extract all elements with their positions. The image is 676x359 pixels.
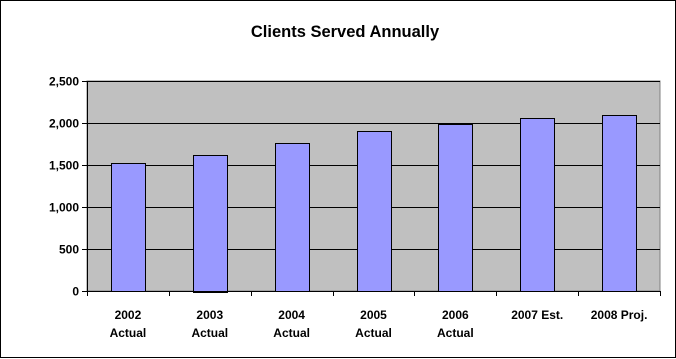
axes [82, 81, 661, 296]
x-tick-label: 2003 Actual [191, 308, 228, 340]
bar [275, 143, 310, 292]
chart-title: Clients Served Annually [251, 23, 440, 41]
x-tick-label-line: 2004 [278, 308, 305, 322]
x-tick-label-line: Actual [437, 326, 474, 340]
bars [111, 115, 637, 293]
x-tick-label-line: 2005 [360, 308, 387, 322]
x-tick-label-line: 2006 [442, 308, 469, 322]
y-tick-label: 1,000 [49, 201, 79, 215]
bar [602, 115, 637, 292]
y-tick-label: 500 [59, 243, 79, 257]
x-tick-label: 2007 Est. [511, 308, 563, 322]
x-tick-label: 2008 Proj. [591, 308, 648, 322]
bar [111, 163, 146, 292]
x-tick-label: 2004 Actual [273, 308, 310, 340]
x-tick-label-line: 2003 [196, 308, 223, 322]
x-tick-label-line: Actual [110, 326, 147, 340]
bar [357, 131, 392, 292]
x-tick-label-line: 2007 Est. [511, 308, 563, 322]
x-tick-label-line: Actual [273, 326, 310, 340]
y-tick-label: 1,500 [49, 159, 79, 173]
bar [520, 118, 555, 292]
bar [193, 155, 228, 293]
x-tick-label-line: 2008 Proj. [591, 308, 648, 322]
y-tick-labels: 0 500 1,000 1,500 2,000 2,500 [49, 75, 79, 299]
y-tick-label: 2,000 [49, 117, 79, 131]
x-tick-label: 2005 Actual [355, 308, 392, 340]
x-tick-label: 2006 Actual [437, 308, 474, 340]
y-tick-label: 0 [72, 285, 79, 299]
y-tick-label: 2,500 [49, 75, 79, 89]
bar [438, 124, 473, 292]
x-tick-label-line: Actual [355, 326, 392, 340]
x-tick-labels: 2002 Actual 2003 Actual 2004 Actual 2005 Actual… [110, 308, 648, 340]
x-tick-label-line: 2002 [115, 308, 142, 322]
x-tick-label: 2002 Actual [110, 308, 147, 340]
x-tick-label-line: Actual [191, 326, 228, 340]
